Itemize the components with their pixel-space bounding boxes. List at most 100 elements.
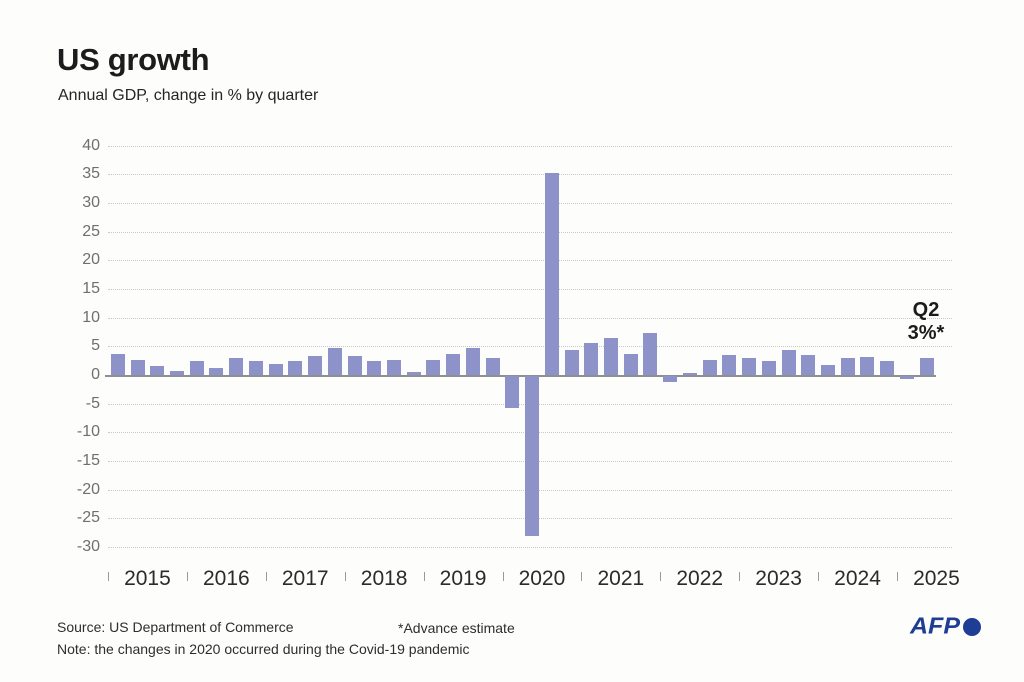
bar-2025-q1 bbox=[899, 376, 914, 379]
bar-2015-q2 bbox=[130, 360, 145, 375]
gridline--30 bbox=[108, 546, 952, 548]
bar-2020-q3 bbox=[544, 172, 559, 375]
x-axis-label-2022: 2022 bbox=[676, 567, 724, 590]
y-axis-label--30: -30 bbox=[76, 537, 100, 555]
y-axis-label--5: -5 bbox=[85, 394, 100, 412]
gridline-35 bbox=[108, 174, 952, 176]
bar-2018-q4 bbox=[406, 371, 421, 375]
bar-2023-q4 bbox=[801, 354, 816, 375]
gridline-20 bbox=[108, 260, 952, 262]
bar-2019-q3 bbox=[465, 347, 480, 375]
bar-2025-q2 bbox=[919, 357, 934, 375]
bar-2015-q3 bbox=[150, 365, 165, 375]
latest-value-annotation: Q2 3%* bbox=[887, 299, 965, 345]
bar-2016-q3 bbox=[229, 357, 244, 375]
covid-note: Note: the changes in 2020 occurred durin… bbox=[57, 641, 470, 657]
bar-2018-q2 bbox=[367, 361, 382, 375]
bar-2020-q4 bbox=[564, 349, 579, 375]
bar-2021-q2 bbox=[603, 337, 618, 375]
bar-2023-q1 bbox=[742, 358, 757, 375]
x-axis-label-2019: 2019 bbox=[439, 567, 487, 590]
annotation-quarter: Q2 bbox=[912, 299, 940, 321]
source-text: Source: US Department of Commerce bbox=[57, 619, 294, 635]
x-tick-2015 bbox=[108, 572, 109, 581]
x-tick-2025 bbox=[897, 572, 898, 581]
x-axis-label-2023: 2023 bbox=[755, 567, 802, 590]
x-tick-2023 bbox=[739, 572, 741, 581]
y-axis-label--15: -15 bbox=[76, 451, 100, 469]
bar-2016-q2 bbox=[209, 367, 224, 375]
bar-2017-q3 bbox=[308, 355, 323, 375]
gridline-30 bbox=[108, 203, 952, 205]
bar-2024-q1 bbox=[820, 365, 835, 375]
bar-2021-q1 bbox=[584, 342, 599, 375]
y-axis-label-40: 40 bbox=[82, 136, 100, 154]
x-tick-2020 bbox=[502, 572, 504, 581]
x-axis-line bbox=[105, 375, 936, 377]
bar-2017-q4 bbox=[327, 348, 342, 375]
bar-2019-q1 bbox=[426, 360, 441, 375]
x-axis-label-2025: 2025 bbox=[913, 567, 960, 590]
bar-2016-q1 bbox=[189, 361, 204, 375]
bar-2022-q1 bbox=[663, 376, 678, 382]
bar-2023-q3 bbox=[781, 349, 796, 375]
y-axis-label-20: 20 bbox=[82, 251, 100, 269]
x-tick-2018 bbox=[344, 572, 346, 581]
x-tick-2016 bbox=[186, 572, 188, 581]
y-axis-label-10: 10 bbox=[82, 308, 100, 326]
x-tick-2017 bbox=[265, 572, 267, 581]
bar-2018-q3 bbox=[387, 359, 401, 375]
advance-estimate-note: *Advance estimate bbox=[398, 620, 515, 636]
y-axis-label-0: 0 bbox=[91, 366, 100, 383]
y-axis-label--25: -25 bbox=[76, 509, 100, 527]
bar-2021-q4 bbox=[643, 332, 658, 375]
afp-globe-icon bbox=[963, 617, 981, 636]
bar-2021-q3 bbox=[623, 354, 638, 375]
y-axis-label-30: 30 bbox=[82, 194, 100, 212]
annotation-value: 3%* bbox=[907, 322, 945, 344]
x-tick-2019 bbox=[423, 572, 425, 581]
gridline-10 bbox=[108, 317, 952, 319]
bar-2019-q4 bbox=[485, 357, 500, 375]
x-axis-label-2018: 2018 bbox=[360, 567, 408, 590]
bar-2022-q3 bbox=[702, 360, 717, 375]
gridline-25 bbox=[108, 231, 952, 233]
bar-2015-q1 bbox=[110, 353, 125, 375]
bar-2019-q2 bbox=[446, 354, 461, 375]
x-tick-2024 bbox=[818, 572, 820, 581]
y-axis-label-35: 35 bbox=[82, 165, 100, 183]
afp-logo-text: AFP bbox=[910, 612, 960, 639]
x-axis-label-2021: 2021 bbox=[597, 567, 645, 590]
bar-2018-q1 bbox=[347, 356, 362, 375]
x-axis-label-2015: 2015 bbox=[124, 567, 171, 590]
y-axis-label--10: -10 bbox=[76, 423, 100, 441]
bar-2017-q1 bbox=[268, 363, 283, 375]
bar-2015-q4 bbox=[170, 370, 185, 375]
x-axis-label-2024: 2024 bbox=[834, 567, 881, 590]
y-axis-label-15: 15 bbox=[82, 280, 100, 298]
bar-2017-q2 bbox=[288, 361, 303, 375]
bar-2024-q4 bbox=[880, 360, 895, 375]
bar-2024-q3 bbox=[860, 357, 875, 375]
x-axis-label-2020: 2020 bbox=[518, 567, 566, 590]
y-axis-label-25: 25 bbox=[82, 222, 100, 240]
y-axis-label--20: -20 bbox=[76, 480, 100, 498]
gridline-15 bbox=[108, 289, 952, 291]
x-tick-2021 bbox=[581, 572, 583, 581]
gridline-5 bbox=[108, 346, 952, 348]
bar-2024-q2 bbox=[840, 357, 855, 375]
bar-2022-q4 bbox=[722, 354, 737, 375]
bar-2023-q2 bbox=[761, 360, 776, 375]
x-tick-2022 bbox=[660, 572, 662, 581]
y-axis-label-5: 5 bbox=[91, 337, 100, 355]
gridline-40 bbox=[108, 145, 952, 147]
bar-2020-q2 bbox=[525, 376, 540, 537]
bar-2020-q1 bbox=[505, 376, 520, 408]
x-axis-label-2017: 2017 bbox=[281, 567, 329, 590]
bar-2016-q4 bbox=[248, 361, 263, 375]
x-axis-label-2016: 2016 bbox=[202, 567, 250, 590]
page-title: US growth bbox=[57, 42, 210, 77]
chart-subtitle: Annual GDP, change in % by quarter bbox=[58, 87, 319, 104]
